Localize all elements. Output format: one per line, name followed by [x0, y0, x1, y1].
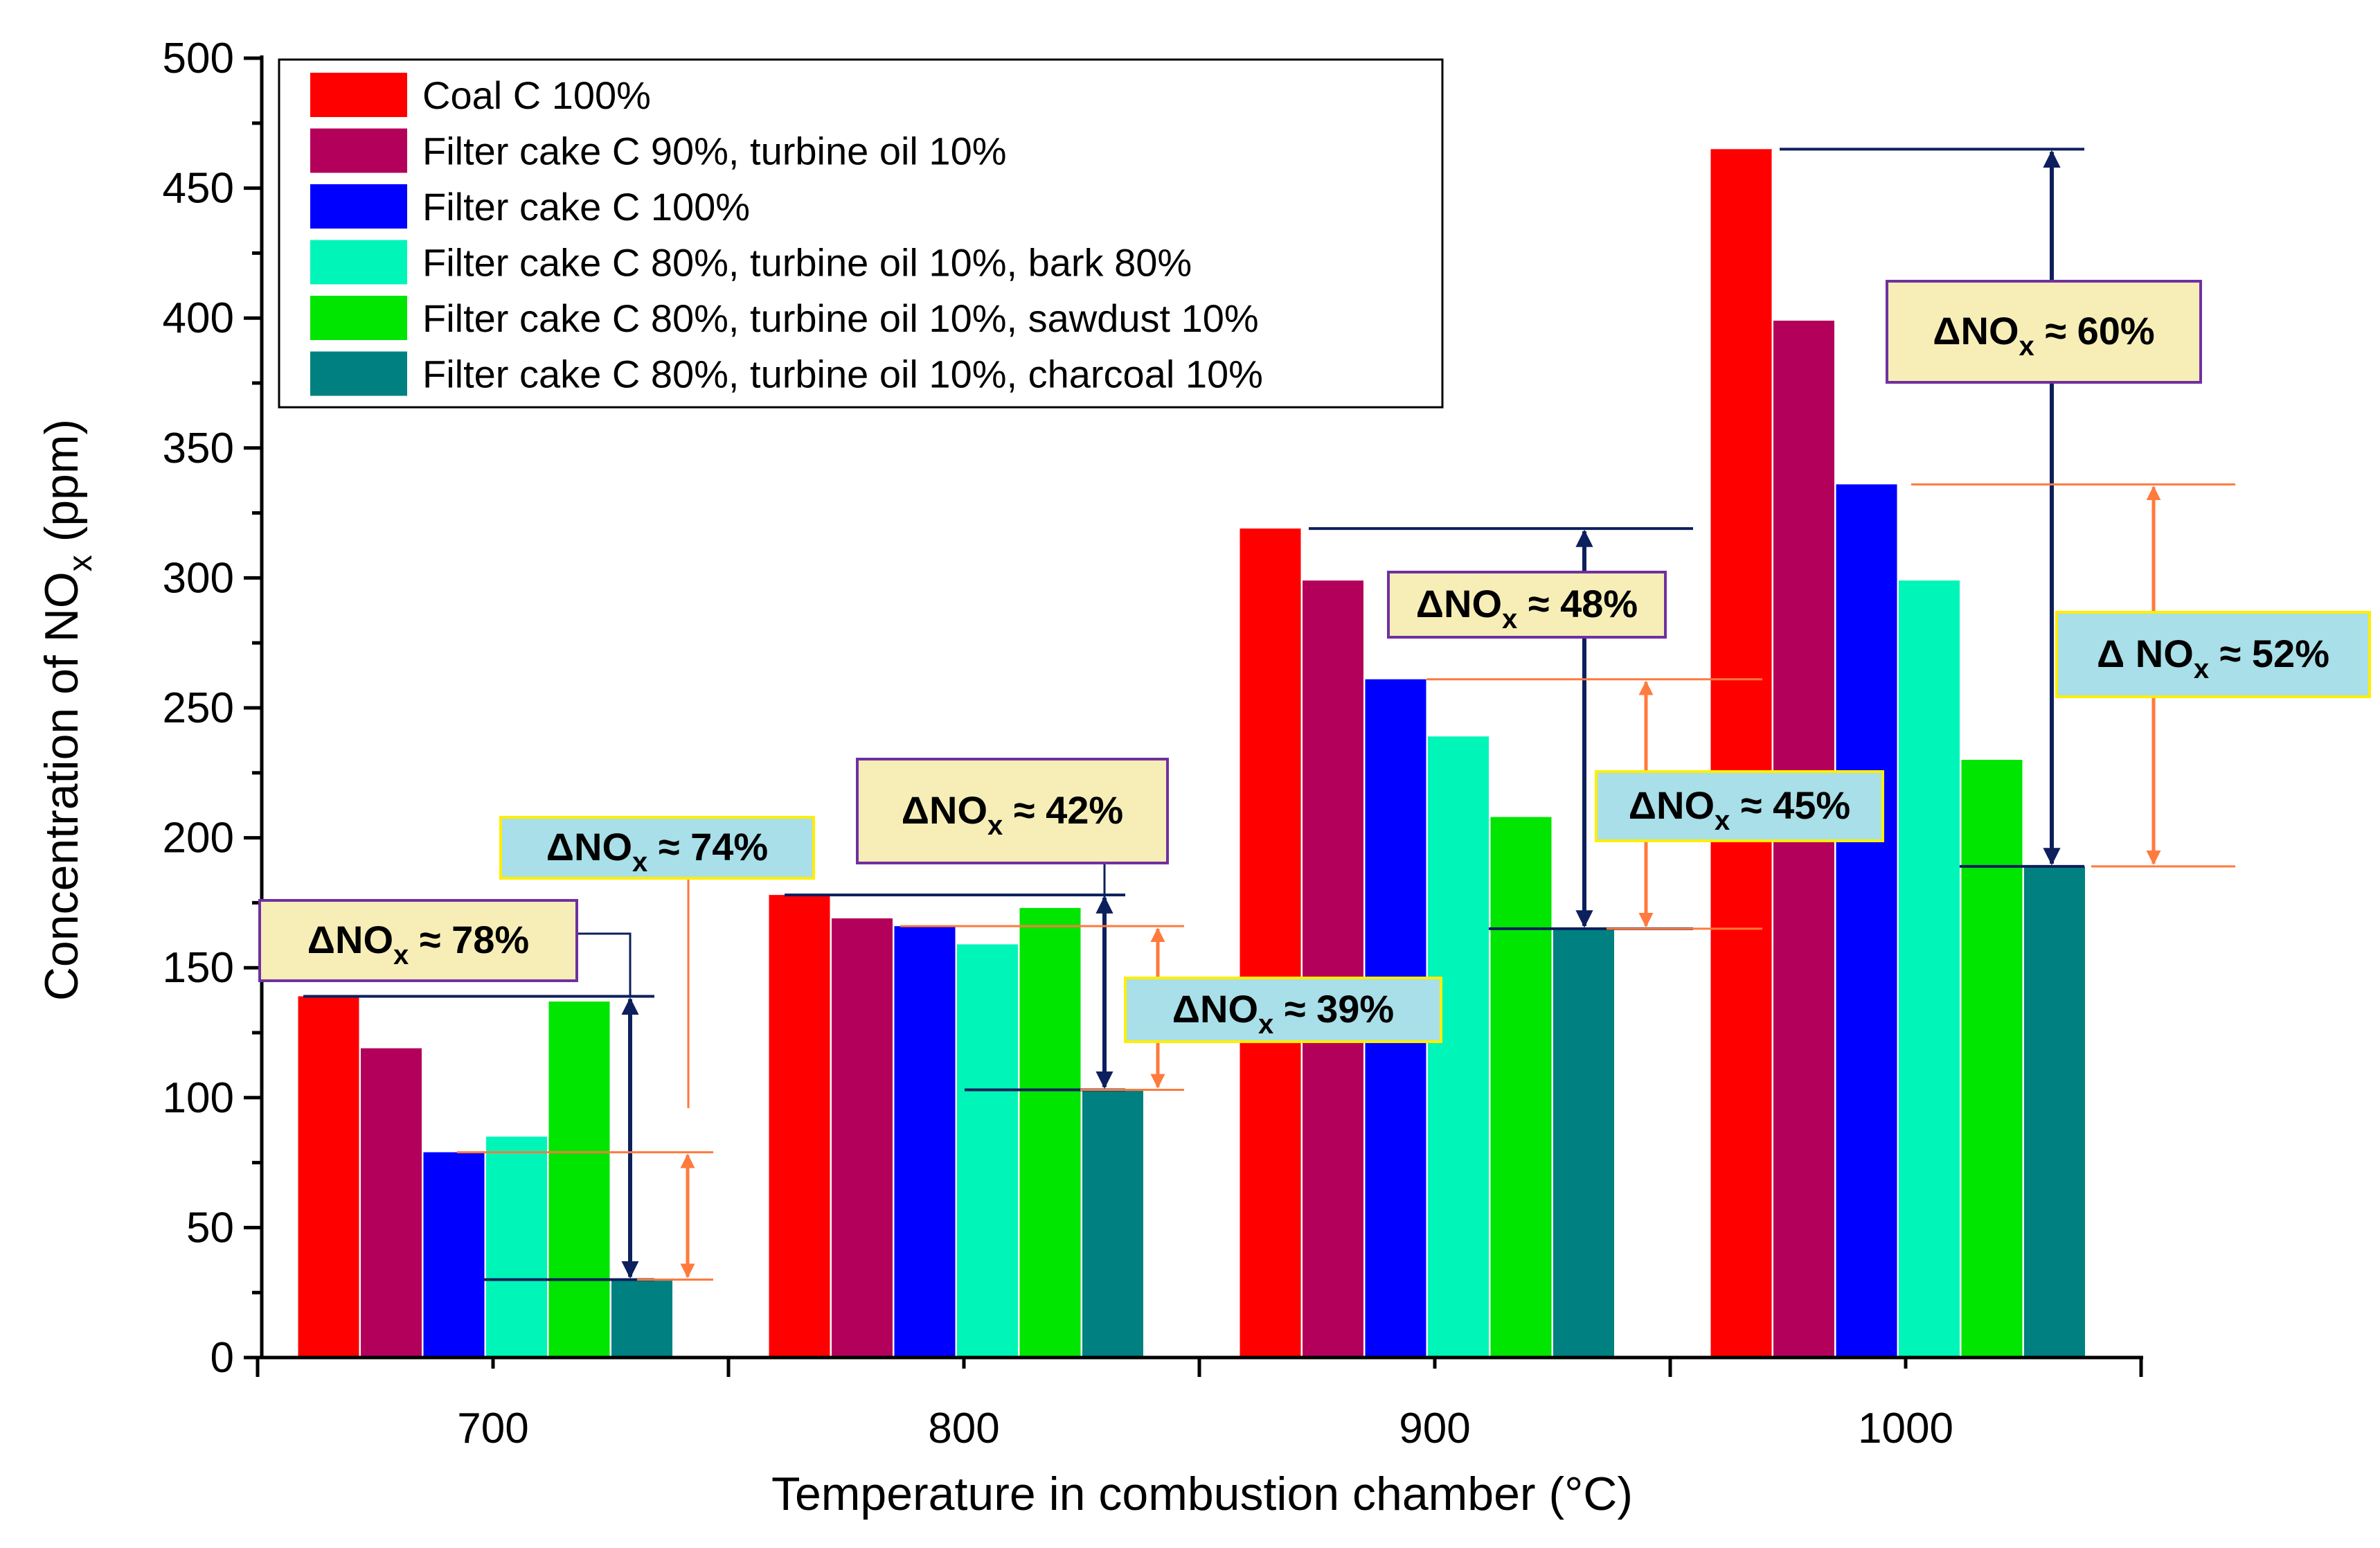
- y-tick-label: 250: [163, 684, 234, 732]
- y-tick-label: 400: [163, 294, 234, 342]
- annot-box-7: [1886, 280, 2202, 384]
- annot-box-5: [1387, 571, 1667, 639]
- legend-swatch-1: [310, 73, 407, 117]
- legend-swatch-6: [310, 351, 407, 396]
- bar-700-series-1: [298, 996, 359, 1358]
- annot-box-6: [1595, 770, 1884, 842]
- bar-700-series-3: [423, 1152, 485, 1358]
- legend-label-2: Filter cake C 90%, turbine oil 10%: [422, 130, 1007, 173]
- bar-800-series-5: [1019, 907, 1081, 1358]
- bar-1000-series-4: [1899, 580, 1960, 1358]
- bar-800-series-6: [1082, 1089, 1143, 1358]
- bar-800-series-2: [832, 918, 893, 1358]
- legend-swatch-2: [310, 128, 407, 173]
- annot-box-8: [2055, 611, 2371, 698]
- annot-box-3: [856, 758, 1169, 864]
- annot-box-2: [499, 816, 815, 880]
- legend: Coal C 100% Filter cake C 90%, turbine oi…: [278, 58, 1444, 409]
- bar-800-series-3: [894, 926, 956, 1358]
- bar-700-series-2: [361, 1048, 422, 1358]
- y-tick-label: 200: [163, 815, 234, 862]
- annot-label-1: ΔNOx ≈ 78%: [307, 918, 529, 970]
- annot-label-3: ΔNOx ≈ 42%: [902, 788, 1123, 841]
- annot-leader-1: [577, 932, 632, 997]
- y-tick-label: 100: [163, 1074, 234, 1122]
- x-tick-label: 900: [1399, 1405, 1470, 1452]
- annot-box-4: [1124, 977, 1442, 1043]
- bar-900-series-5: [1490, 817, 1552, 1358]
- y-tick-label: 150: [163, 944, 234, 992]
- annot-label-2: ΔNOx ≈ 74%: [546, 825, 768, 878]
- legend-label-3: Filter cake C 100%: [422, 185, 750, 229]
- bar-800-series-4: [957, 944, 1018, 1358]
- y-tick-label: 50: [186, 1204, 234, 1252]
- bar-700-series-6: [611, 1279, 672, 1358]
- y-axis-title: Concentration of NOx (ppm): [35, 419, 99, 1001]
- bar-900-series-6: [1553, 928, 1614, 1358]
- legend-label-6: Filter cake C 80%, turbine oil 10%, char…: [422, 353, 1263, 396]
- annot-label-4: ΔNOx ≈ 39%: [1172, 987, 1394, 1040]
- bar-1000-series-3: [1836, 484, 1897, 1358]
- legend-label-5: Filter cake C 80%, turbine oil 10%, sawd…: [422, 296, 1259, 340]
- legend-label-4: Filter cake C 80%, turbine oil 10%, bark…: [422, 241, 1192, 285]
- bar-1000-series-1: [1710, 149, 1772, 1358]
- x-tick-label: 700: [457, 1405, 528, 1452]
- legend-swatch-5: [310, 296, 407, 340]
- bars-layer: [298, 149, 2085, 1358]
- annotation-boxes-layer: ΔNOx ≈ 78% ΔNOx ≈ 74% ΔNOx ≈ 42% ΔNOx ≈ 39%…: [258, 280, 2371, 1043]
- y-tick-label: 450: [163, 165, 234, 213]
- annotation-lines-layer: [303, 148, 2235, 1281]
- legend-swatch-4: [310, 240, 407, 285]
- bar-900-series-1: [1240, 528, 1301, 1358]
- bar-900-series-4: [1428, 736, 1489, 1358]
- annot-label-7: ΔNOx ≈ 60%: [1933, 309, 2154, 362]
- x-axis-title: Temperature in combustion chamber (°C): [771, 1468, 1633, 1520]
- annot-label-5: ΔNOx ≈ 48%: [1416, 582, 1638, 634]
- y-tick-label: 500: [163, 35, 234, 82]
- x-tick-label: 800: [928, 1405, 999, 1452]
- bar-700-series-5: [548, 1001, 610, 1358]
- bar-1000-series-5: [1961, 760, 2023, 1358]
- annot-box-1: [258, 899, 578, 982]
- axes-layer: 0 50 100 150 200 250 300 350 400 450 500 700 800 900 1…: [35, 35, 2143, 1520]
- bar-1000-series-6: [2024, 866, 2085, 1358]
- y-tick-label: 300: [163, 554, 234, 602]
- bar-700-series-4: [486, 1137, 547, 1358]
- annot-label-8: Δ NOx ≈ 52%: [2097, 632, 2329, 684]
- legend-swatch-3: [310, 184, 407, 229]
- y-tick-label: 0: [211, 1334, 234, 1382]
- annot-label-6: ΔNOx ≈ 45%: [1629, 783, 1850, 836]
- bar-800-series-1: [769, 895, 830, 1358]
- y-tick-label: 350: [163, 425, 234, 472]
- legend-box: [278, 58, 1444, 409]
- legend-label-1: Coal C 100%: [422, 73, 651, 117]
- bar-900-series-2: [1303, 580, 1363, 1358]
- x-tick-label: 1000: [1858, 1405, 1953, 1452]
